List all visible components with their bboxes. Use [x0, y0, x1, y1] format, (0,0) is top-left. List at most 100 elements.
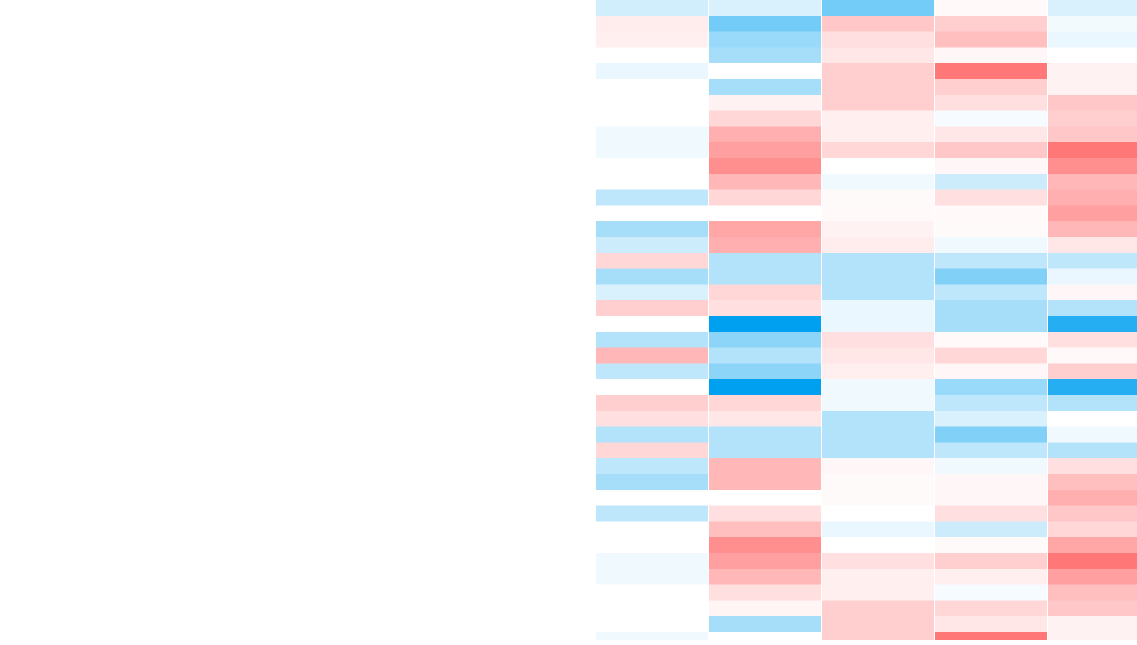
heatmap-cell-r30-c3 [822, 458, 934, 474]
heatmap-cell-r22-c2 [709, 331, 821, 348]
heatmap-cell-r16-c2 [709, 237, 821, 253]
heatmap-cell-r1-c2 [709, 0, 821, 16]
heatmap-cell-r31-c4 [935, 474, 1047, 490]
heatmap-cell-r33-c5 [1048, 505, 1137, 522]
heatmap-cell-r39-c3 [822, 600, 934, 617]
heatmap-cell-r19-c1 [596, 284, 708, 301]
heatmap-cell-r4-c3 [822, 47, 934, 64]
heatmap-cell-r20-c3 [822, 300, 934, 316]
heatmap-cell-r18-c2 [709, 268, 821, 285]
heatmap-cell-r9-c5 [1048, 126, 1137, 143]
heatmap-cell-r28-c3 [822, 426, 934, 443]
heatmap-cell-r41-c3 [822, 632, 934, 645]
heatmap-cell-r7-c1 [596, 94, 708, 111]
heatmap-cell-r16-c5 [1048, 237, 1137, 253]
heatmap-cell-r33-c4 [935, 505, 1047, 522]
heatmap-cell-r34-c5 [1048, 521, 1137, 538]
heatmap-cell-r12-c5 [1048, 173, 1137, 190]
heatmap-cell-r8-c5 [1048, 110, 1137, 127]
heatmap-cell-r32-c4 [935, 489, 1047, 506]
heatmap-cell-r36-c5 [1048, 553, 1137, 569]
heatmap-cell-r14-c3 [822, 205, 934, 222]
heatmap-cell-r2-c1 [596, 15, 708, 32]
heatmap-cell-r24-c4 [935, 363, 1047, 380]
heatmap-cell-r15-c5 [1048, 221, 1137, 237]
heatmap-cell-r41-c4 [935, 632, 1047, 645]
heatmap-cell-r14-c1 [596, 205, 708, 222]
heatmap-cell-r11-c4 [935, 158, 1047, 174]
heatmap-cell-r23-c5 [1048, 347, 1137, 364]
heatmap-cell-r14-c4 [935, 205, 1047, 222]
heatmap-cell-r7-c4 [935, 94, 1047, 111]
heatmap-cell-r1-c4 [935, 0, 1047, 16]
heatmap-cell-r29-c3 [822, 442, 934, 459]
heatmap-cell-r21-c5 [1048, 316, 1137, 332]
heatmap-cell-r15-c4 [935, 221, 1047, 237]
heatmap-cell-r17-c1 [596, 252, 708, 269]
heatmap-cell-r41-c2 [709, 632, 821, 645]
heatmap-cell-r7-c5 [1048, 94, 1137, 111]
heatmap-cell-r12-c3 [822, 173, 934, 190]
heatmap-cell-r25-c4 [935, 379, 1047, 395]
heatmap-cell-r19-c5 [1048, 284, 1137, 301]
heatmap-cell-r4-c1 [596, 47, 708, 64]
heatmap-cell-r20-c4 [935, 300, 1047, 316]
heatmap-cell-r17-c2 [709, 252, 821, 269]
heatmap-cell-r34-c2 [709, 521, 821, 538]
heatmap-cell-r4-c5 [1048, 47, 1137, 64]
heatmap-cell-r6-c3 [822, 79, 934, 95]
heatmap-cell-r23-c3 [822, 347, 934, 364]
heatmap-cell-r13-c5 [1048, 189, 1137, 206]
heatmap-cell-r38-c2 [709, 584, 821, 601]
heatmap-cell-r8-c3 [822, 110, 934, 127]
heatmap-cell-r25-c5 [1048, 379, 1137, 395]
heatmap-cell-r5-c3 [822, 63, 934, 79]
heatmap-cell-r18-c4 [935, 268, 1047, 285]
heatmap-cell-r34-c3 [822, 521, 934, 538]
heatmap-cell-r17-c5 [1048, 252, 1137, 269]
heatmap-cell-r41-c1 [596, 632, 708, 645]
heatmap-cell-r35-c1 [596, 537, 708, 553]
heatmap-cell-r14-c2 [709, 205, 821, 222]
heatmap-cell-r13-c4 [935, 189, 1047, 206]
heatmap-cell-r4-c4 [935, 47, 1047, 64]
heatmap-cell-r31-c3 [822, 474, 934, 490]
heatmap-cell-r12-c2 [709, 173, 821, 190]
heatmap-cell-r12-c1 [596, 173, 708, 190]
heatmap-cell-r25-c1 [596, 379, 708, 395]
heatmap-cell-r8-c1 [596, 110, 708, 127]
heatmap-cell-r27-c2 [709, 410, 821, 427]
heatmap-cell-r32-c5 [1048, 489, 1137, 506]
heatmap-cell-r36-c4 [935, 553, 1047, 569]
heatmap-cell-r23-c1 [596, 347, 708, 364]
heatmap-cell-r30-c1 [596, 458, 708, 474]
heatmap-cell-r38-c4 [935, 584, 1047, 601]
heatmap-cell-r3-c2 [709, 31, 821, 48]
heatmap-cell-r14-c5 [1048, 205, 1137, 222]
heatmap-cell-r1-c3 [822, 0, 934, 16]
heatmap-cell-r21-c1 [596, 316, 708, 332]
heatmap-cell-r38-c3 [822, 584, 934, 601]
heatmap-cell-r31-c1 [596, 474, 708, 490]
heatmap-cell-r18-c5 [1048, 268, 1137, 285]
heatmap-cell-r28-c4 [935, 426, 1047, 443]
heatmap-cell-r25-c2 [709, 379, 821, 395]
heatmap-cell-r2-c2 [709, 15, 821, 32]
heatmap-cell-r19-c2 [709, 284, 821, 301]
heatmap-cell-r23-c2 [709, 347, 821, 364]
heatmap-cell-r6-c4 [935, 79, 1047, 95]
heatmap-cell-r26-c4 [935, 395, 1047, 411]
heatmap-cell-r6-c1 [596, 79, 708, 95]
heatmap-cell-r29-c1 [596, 442, 708, 459]
heatmap-cell-r10-c1 [596, 142, 708, 158]
heatmap-cell-r5-c4 [935, 63, 1047, 79]
heatmap-cell-r10-c5 [1048, 142, 1137, 158]
heatmap-cell-r37-c3 [822, 568, 934, 585]
heatmap-cell-r10-c4 [935, 142, 1047, 158]
heatmap-cell-r15-c1 [596, 221, 708, 237]
heatmap-cell-r33-c2 [709, 505, 821, 522]
heatmap-cell-r37-c5 [1048, 568, 1137, 585]
heatmap-cell-r35-c2 [709, 537, 821, 553]
heatmap-cell-r32-c3 [822, 489, 934, 506]
